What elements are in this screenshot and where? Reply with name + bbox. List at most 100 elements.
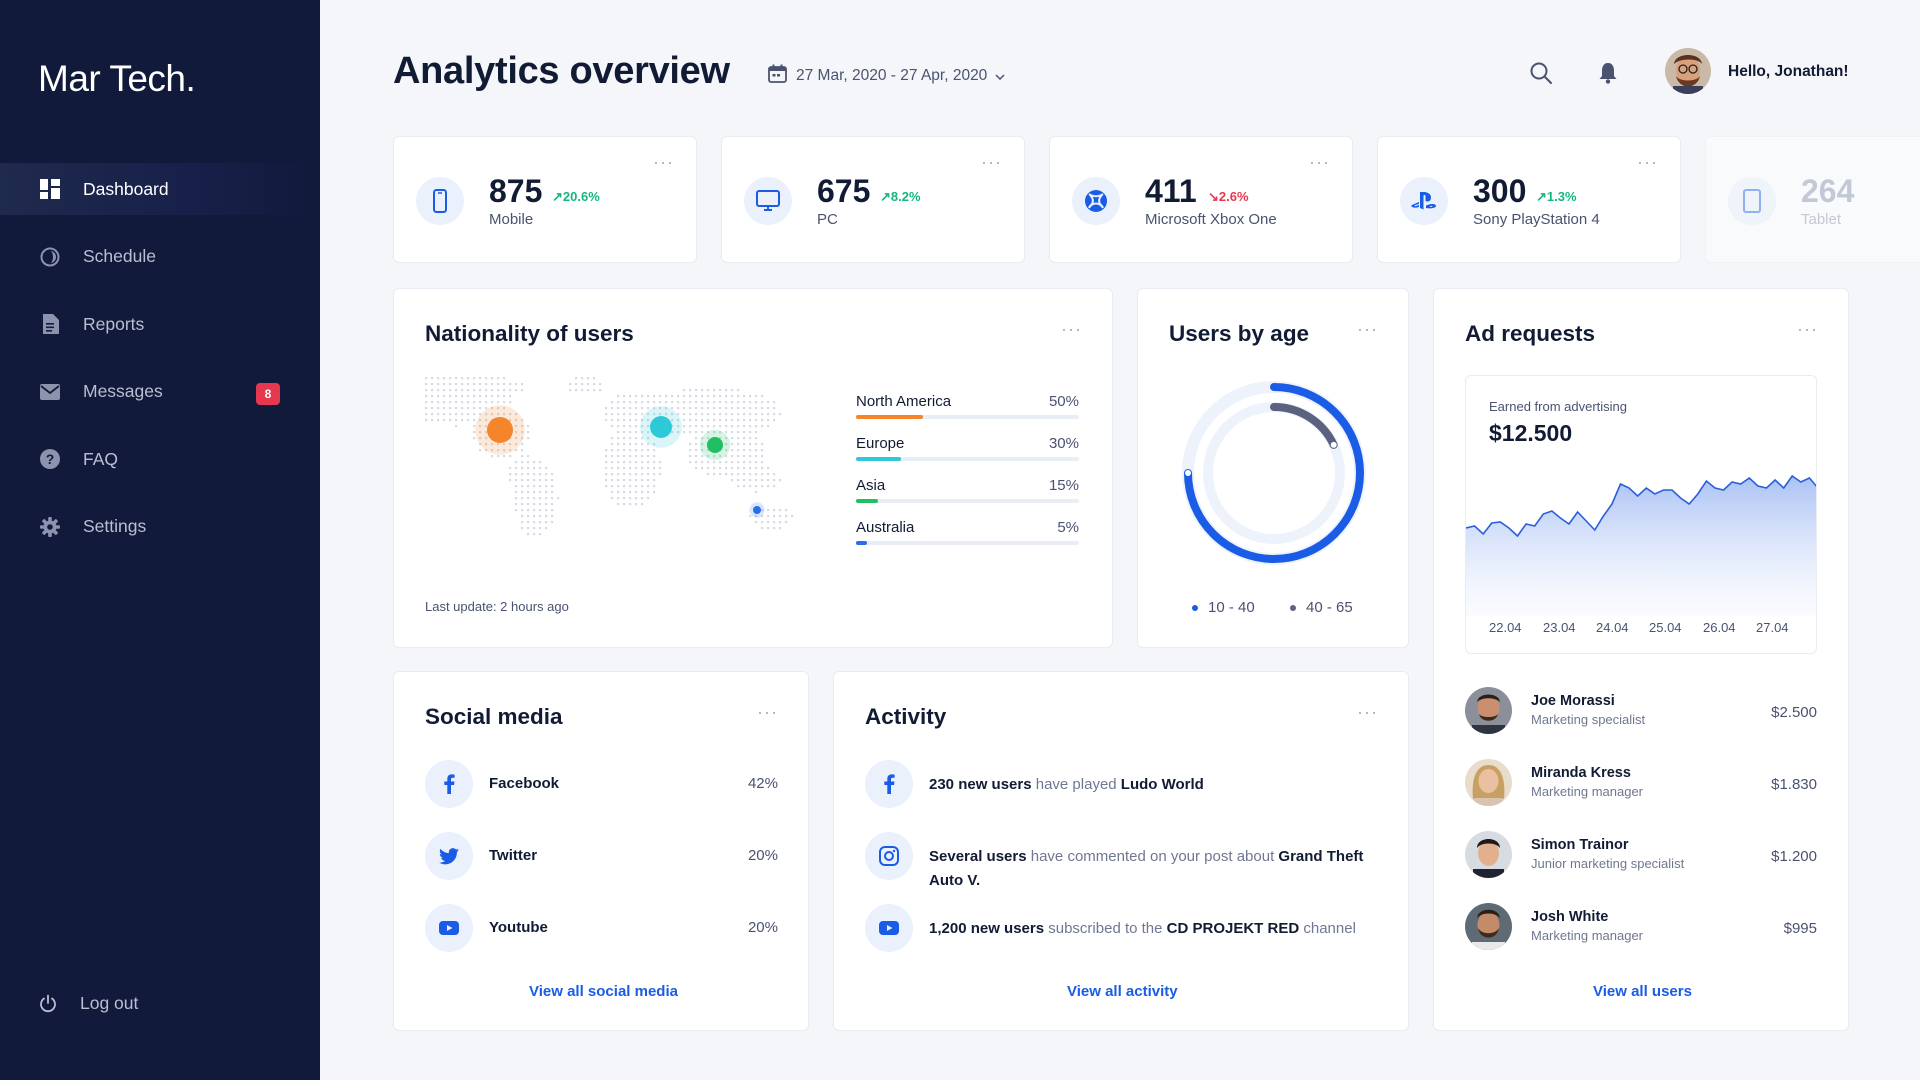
- sidebar-item-reports[interactable]: Reports: [0, 298, 320, 350]
- ad-user-row[interactable]: Miranda Kress Marketing manager $1.830: [1465, 759, 1817, 807]
- map-dot: [431, 401, 434, 404]
- map-dot: [749, 401, 752, 404]
- map-dot: [689, 407, 692, 410]
- sidebar-item-faq[interactable]: ? FAQ: [0, 433, 320, 485]
- map-dot: [713, 401, 716, 404]
- map-dot: [725, 449, 728, 452]
- more-options-icon[interactable]: ···: [653, 152, 674, 172]
- map-dot: [515, 419, 518, 422]
- sidebar-item-schedule[interactable]: Schedule: [0, 231, 320, 283]
- more-options-icon[interactable]: ···: [1637, 152, 1658, 172]
- map-dot: [521, 431, 524, 434]
- instagram-icon: [865, 832, 913, 880]
- social-row-twitter[interactable]: Twitter 20%: [425, 832, 778, 880]
- map-dot: [503, 395, 506, 398]
- date-range-picker[interactable]: 27 Mar, 2020 - 27 Apr, 2020: [768, 64, 1005, 88]
- map-dot: [629, 491, 632, 494]
- view-all-social-link[interactable]: View all social media: [529, 983, 678, 1000]
- map-dot: [623, 395, 626, 398]
- user-amount: $995: [1783, 920, 1817, 937]
- map-dot: [779, 509, 782, 512]
- map-dot: [617, 467, 620, 470]
- map-dot: [641, 491, 644, 494]
- more-options-icon[interactable]: ···: [1309, 152, 1330, 172]
- map-dot: [641, 485, 644, 488]
- map-dot: [689, 455, 692, 458]
- map-dot: [749, 407, 752, 410]
- youtube-icon: [865, 904, 913, 952]
- map-dot: [761, 395, 764, 398]
- stat-card-playstation[interactable]: 300 ↗1.3% Sony PlayStation 4 ···: [1377, 136, 1681, 263]
- brand-logo[interactable]: Mar Tech.: [38, 58, 196, 99]
- map-dot: [767, 473, 770, 476]
- map-dot: [725, 455, 728, 458]
- more-options-icon[interactable]: ···: [757, 702, 778, 722]
- activity-suffix: channel: [1299, 920, 1356, 937]
- search-icon[interactable]: [1528, 60, 1554, 86]
- map-dot: [521, 479, 524, 482]
- ad-user-row[interactable]: Joe Morassi Marketing specialist $2.500: [1465, 687, 1817, 735]
- trend-down-icon: ↘: [1208, 189, 1219, 204]
- map-dot: [749, 425, 752, 428]
- more-options-icon[interactable]: ···: [1357, 702, 1378, 722]
- more-options-icon[interactable]: ···: [1797, 319, 1818, 339]
- map-dot: [689, 425, 692, 428]
- map-dot: [509, 455, 512, 458]
- map-dot: [713, 467, 716, 470]
- map-dot: [443, 395, 446, 398]
- ad-user-row[interactable]: Simon Trainor Junior marketing specialis…: [1465, 831, 1817, 879]
- map-dot: [623, 449, 626, 452]
- social-pct: 20%: [747, 919, 778, 936]
- map-dot: [761, 401, 764, 404]
- social-row-youtube[interactable]: Youtube 20%: [425, 904, 778, 952]
- sidebar-item-settings[interactable]: Settings: [0, 501, 320, 553]
- region-pct: 30%: [1048, 435, 1079, 452]
- activity-object: CD PROJEKT RED: [1166, 920, 1300, 937]
- map-dot: [635, 485, 638, 488]
- map-dot: [467, 395, 470, 398]
- view-all-users-link[interactable]: View all users: [1593, 983, 1692, 1000]
- social-media-card: Social media ··· Facebook 42% Twitter 20…: [393, 671, 809, 1031]
- social-row-facebook[interactable]: Facebook 42%: [425, 760, 778, 808]
- map-dot: [689, 419, 692, 422]
- map-dot: [761, 479, 764, 482]
- more-options-icon[interactable]: ···: [1357, 319, 1378, 339]
- more-options-icon[interactable]: ···: [981, 152, 1002, 172]
- stat-card-xbox[interactable]: 411 ↘2.6% Microsoft Xbox One ···: [1049, 136, 1353, 263]
- map-dot: [659, 395, 662, 398]
- sidebar-item-dashboard[interactable]: Dashboard: [0, 163, 320, 215]
- ad-user-row[interactable]: Josh White Marketing manager $995: [1465, 903, 1817, 951]
- sidebar-nav: Dashboard Schedule Reports Messages 8 ?: [0, 163, 320, 568]
- map-dot: [725, 467, 728, 470]
- stat-card-mobile[interactable]: 875 ↗20.6% Mobile ···: [393, 136, 697, 263]
- activity-card: Activity ··· 230 new users have played L…: [833, 671, 1409, 1031]
- user-avatar[interactable]: [1665, 48, 1711, 94]
- page-title: Analytics overview: [393, 50, 730, 92]
- bell-icon[interactable]: [1595, 60, 1621, 86]
- map-dot: [617, 425, 620, 428]
- map-dot: [545, 479, 548, 482]
- map-dot: [533, 497, 536, 500]
- legend-item: 40 - 65: [1290, 599, 1353, 616]
- map-dot: [485, 443, 488, 446]
- map-dot: [623, 485, 626, 488]
- map-dot: [539, 461, 542, 464]
- x-tick-label: 23.04: [1543, 620, 1576, 635]
- map-dot: [629, 461, 632, 464]
- sidebar-item-messages[interactable]: Messages 8: [0, 366, 320, 418]
- map-dot: [527, 497, 530, 500]
- map-dot: [425, 377, 428, 380]
- map-dot: [503, 449, 506, 452]
- map-dot: [725, 395, 728, 398]
- map-dot: [719, 455, 722, 458]
- map-dot: [635, 419, 638, 422]
- activity-text: Several users have commented on your pos…: [929, 845, 1379, 893]
- more-options-icon[interactable]: ···: [1061, 319, 1082, 339]
- stat-card-tablet[interactable]: 264 Tablet: [1705, 136, 1920, 263]
- map-dot: [527, 467, 530, 470]
- map-dot: [629, 503, 632, 506]
- stat-card-pc[interactable]: 675 ↗8.2% PC ···: [721, 136, 1025, 263]
- view-all-activity-link[interactable]: View all activity: [1067, 983, 1178, 1000]
- map-dot: [551, 491, 554, 494]
- logout-button[interactable]: Log out: [38, 993, 138, 1014]
